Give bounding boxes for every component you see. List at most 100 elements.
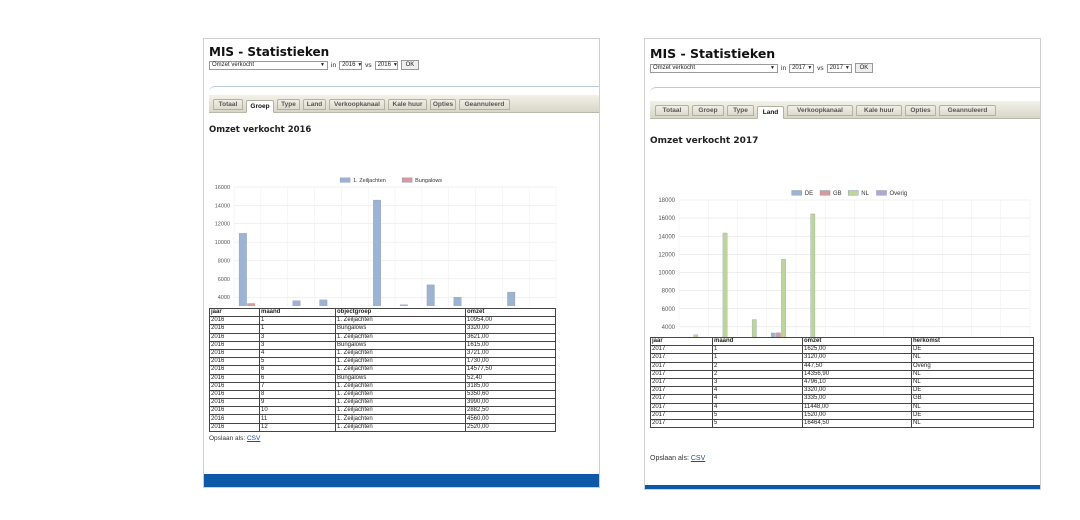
data-table: jaar maand objectgroep omzet 2016 1 1. Zei… [209,307,556,432]
table-cell: NL [911,369,1034,379]
table-cell: Bungalows [335,324,466,334]
table-cell: 7 [259,381,336,391]
table-cell: 1520,00 [802,410,912,420]
table-cell: 11448,00 [802,402,912,412]
ok-button[interactable]: OK [400,60,420,70]
tab-geannuleerd[interactable]: Geannuleerd [459,99,510,110]
legend-label: Bungalows [415,178,442,184]
column-header: omzet [802,336,912,347]
column-header: jaar [209,307,260,318]
csv-link[interactable]: CSV [690,455,706,462]
tab-kale-huur[interactable]: Kale huur [388,99,427,110]
tab-totaal[interactable]: Totaal [655,105,689,116]
tab-type[interactable]: Type [727,105,754,116]
table-cell: GB [911,394,1034,404]
table-cell: 2016 [209,422,260,432]
chevron-down-icon: ▼ [320,62,325,68]
year-select-a[interactable]: 2016 ▼ [339,60,362,70]
y-tick-label: 14000 [215,203,230,209]
tab-land[interactable]: Land [303,99,326,110]
table-cell: 2016 [209,340,260,350]
table-cell: 1. Zeiljachten [335,422,466,432]
legend-label: 1. Zeiljachten [353,178,386,184]
table-cell: 1730,00 [465,357,556,367]
legend-swatch [848,190,859,196]
tab-type[interactable]: Type [277,99,300,110]
table-row: 2017 5 16464,50 NL [650,418,1034,429]
filter-controls: Omzet verkocht ▼ in 2017 ▼ vs 2017 ▼ OK [650,63,874,73]
table-cell: 10954,00 [465,316,556,326]
tab-totaal[interactable]: Totaal [213,99,243,110]
bar [751,319,757,337]
table-cell: 3320,00 [802,386,912,396]
table-cell: 2017 [650,377,713,388]
table-row: 2017 4 3335,00 GB [650,394,1034,404]
metric-select-value: Omzet verkocht [653,65,696,71]
metric-select[interactable]: Omzet verkocht ▼ [650,63,778,73]
y-tick-label: 6000 [218,277,230,283]
footer-bar [204,474,599,487]
bar [319,299,328,306]
table-cell: 1 [712,353,803,363]
metric-select-value: Omzet verkocht [212,62,255,68]
table-row: 2016 5 1. Zeiljachten 1730,00 [209,357,556,367]
y-tick-label: 8000 [662,289,676,295]
table-row: 2017 3 4796,10 NL [650,377,1034,388]
tab-groep[interactable]: Groep [692,105,724,116]
ok-button[interactable]: OK [854,63,874,73]
year-select-b[interactable]: 2017 ▼ [826,63,852,73]
tab-land[interactable]: Land [757,106,784,119]
table-cell: 1. Zeiljachten [335,381,466,391]
tab-geannuleerd[interactable]: Geannuleerd [939,105,996,116]
table-row: 2017 5 1520,00 DE [650,410,1034,420]
year-select-b-value: 2016 [377,62,391,68]
in-label: in [781,64,787,72]
bar [247,303,256,306]
csv-link[interactable]: CSV [246,435,261,442]
legend-swatch [339,177,351,183]
table-cell: 3621,00 [465,332,556,342]
table-cell: 52,40 [465,373,556,383]
table-cell: 8 [259,389,336,400]
table-cell: 1. Zeiljachten [335,348,466,359]
tab-kale-huur[interactable]: Kale huur [856,105,902,116]
table-cell: 2017 [650,394,713,404]
y-tick-label: 10000 [215,240,230,246]
table-cell: 5 [259,357,336,367]
y-tick-label: 8000 [218,258,230,264]
filter-controls: Omzet verkocht ▼ in 2016 ▼ vs 2016 ▼ OK [209,60,420,70]
year-select-a[interactable]: 2017 ▼ [789,63,815,73]
table-row: 2016 6 1. Zeiljachten 14577,50 [209,365,556,375]
table-row: 2016 10 1. Zeiljachten 2882,50 [209,406,556,416]
table-cell: 1. Zeiljachten [335,357,466,367]
table-cell: 2520,00 [465,422,556,432]
table-cell: 2016 [209,316,260,326]
year-select-b[interactable]: 2016 ▼ [374,60,398,70]
column-header: herkomst [911,336,1034,347]
table-cell: Bungalows [335,340,466,350]
table-cell: 3 [259,332,336,342]
column-header: objectgroep [335,307,466,318]
table-cell: 4 [712,394,803,404]
table-cell: 1. Zeiljachten [335,406,466,416]
y-tick-label: 6000 [662,307,676,313]
bar [507,291,516,306]
bar [781,259,786,337]
table-cell: 4 [712,386,803,396]
table-cell: 4796,10 [802,377,912,388]
table-body: 2016 1 1. Zeiljachten 10954,00 2016 1 Bungalow… [209,316,556,432]
table-cell: 2016 [209,381,260,391]
tab-opties[interactable]: Opties [905,105,936,116]
table-row: 2016 6 Bungalows 52,40 [209,373,556,383]
table-row: 2016 3 1. Zeiljachten 3621,00 [209,332,556,342]
table-row: 2016 8 1. Zeiljachten 5350,60 [209,389,556,400]
tab-verkoopkanaal[interactable]: Verkoopkanaal [787,105,853,116]
metric-select[interactable]: Omzet verkocht ▼ [209,60,328,70]
table-row: 2016 4 1. Zeiljachten 3721,00 [209,348,556,359]
tab-groep[interactable]: Groep [246,100,274,113]
legend-label: GB [833,191,842,197]
tab-verkoopkanaal[interactable]: Verkoopkanaal [329,99,385,110]
legend-swatch [401,177,413,183]
tab-opties[interactable]: Opties [430,99,456,110]
table-cell: 2882,50 [465,406,556,416]
